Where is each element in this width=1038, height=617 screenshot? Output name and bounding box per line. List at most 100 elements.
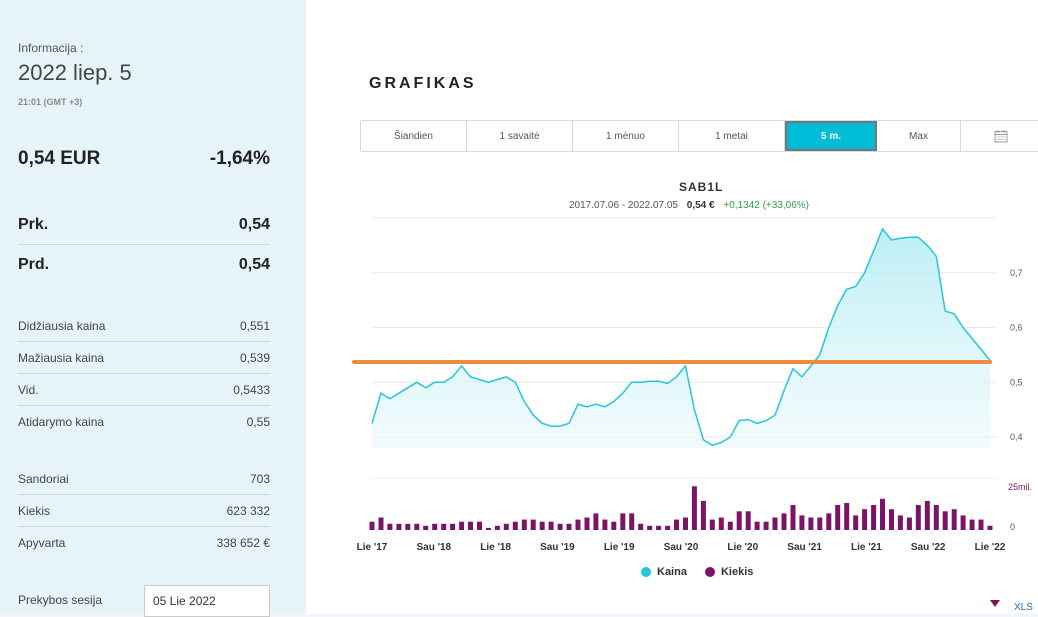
- volume-bar: [736, 511, 742, 530]
- y-tick-label: 0,5: [1010, 377, 1023, 387]
- volume-bar: [781, 513, 787, 530]
- x-tick-label: Lie '21: [851, 542, 882, 553]
- volume-bar: [557, 523, 563, 530]
- chart-summary: 2017.07.06 - 2022.07.05 0,54 € +0,1342 (…: [569, 200, 809, 211]
- volume-bar: [951, 509, 957, 530]
- volume-bar: [862, 509, 868, 530]
- tab-today[interactable]: Šiandien: [361, 121, 467, 151]
- info-time: 21:01 (GMT +3): [18, 97, 83, 107]
- volume-bar: [790, 505, 796, 530]
- quote-sidebar: Informacija : 2022 liep. 5 21:01 (GMT +3…: [0, 0, 306, 617]
- legend-label-price: Kaina: [657, 566, 687, 578]
- volume-bar: [512, 521, 518, 530]
- chart-panel: GRAFIKAS Šiandien 1 savaitė 1 mėnuo 1 me…: [306, 0, 1038, 614]
- volume-bar: [432, 523, 438, 530]
- chart-title: SAB1L: [679, 180, 724, 194]
- stat-value: 0,551: [239, 318, 270, 333]
- volume-bar: [683, 517, 688, 530]
- legend-item-volume[interactable]: Kiekis: [704, 566, 754, 578]
- volume-bar: [593, 513, 599, 530]
- tab-1-month[interactable]: 1 mėnuo: [573, 121, 679, 151]
- volume-bar: [763, 521, 769, 530]
- volume-bar: [530, 519, 536, 530]
- volume-bar: [503, 523, 509, 530]
- stat-row: Atidarymo kaina 0,55: [18, 406, 270, 438]
- legend-item-price[interactable]: Kaina: [641, 566, 687, 578]
- volume-bar: [674, 519, 679, 530]
- bid-value: 0,54: [238, 215, 270, 233]
- legend-dot-price: [641, 567, 651, 577]
- volume-bar: [799, 515, 805, 530]
- volume-bar: [396, 523, 402, 530]
- tab-5-years[interactable]: 5 m.: [785, 121, 877, 151]
- volume-bar: [468, 521, 473, 530]
- stat-row: Vid. 0,5433: [18, 374, 270, 406]
- stat-label: Atidarymo kaina: [18, 415, 105, 429]
- tab-max[interactable]: Max: [877, 121, 961, 151]
- volume-bar: [405, 523, 411, 530]
- volume-bar: [942, 511, 948, 530]
- volume-bar: [969, 519, 975, 530]
- bid-row: Prk. 0,54: [18, 205, 270, 245]
- volume-bar: [665, 525, 671, 530]
- legend-dot-volume: [704, 567, 715, 577]
- volume-bar: [602, 519, 608, 530]
- volume-bar: [638, 523, 644, 530]
- x-tick-label: Sau '20: [664, 542, 699, 553]
- chart-legend: Kaina Kiekis: [641, 566, 753, 578]
- volume-bar: [880, 498, 885, 530]
- legend-label-volume: Kiekis: [720, 566, 754, 578]
- volume-bar: [709, 519, 715, 530]
- volume-bar: [539, 521, 545, 530]
- volume-bar: [611, 521, 617, 530]
- price-volume-chart: 0,4 0,5 0,6 0,7 25mil. 0 Lie '17 Sau '18 Lie '18…: [352, 217, 1032, 553]
- stat-value: 0,55: [246, 415, 270, 429]
- volume-bar: [584, 517, 590, 530]
- volume-bar: [647, 525, 653, 530]
- volume-bar: [566, 523, 572, 530]
- volume-bar: [485, 527, 491, 530]
- stat-label: Kiekis: [18, 503, 51, 518]
- volume-bar: [656, 525, 662, 530]
- volume-bar: [575, 519, 581, 530]
- volume-bar: [844, 503, 850, 530]
- volume-bar: [933, 505, 939, 530]
- y-tick-label: 0,6: [1010, 323, 1023, 333]
- tab-1-year[interactable]: 1 metai: [679, 121, 785, 151]
- stat-value: 0,5433: [233, 382, 270, 397]
- chart-change: +0,1342 (+33,06%): [723, 200, 809, 211]
- chart-last-value: 0,54 €: [686, 200, 715, 211]
- volume-bar: [853, 515, 859, 530]
- volume-bar: [978, 519, 984, 530]
- tab-1-week[interactable]: 1 savaitė: [467, 121, 573, 151]
- volume-bar: [423, 525, 429, 530]
- session-date-input[interactable]: [144, 585, 270, 617]
- xls-export-link[interactable]: XLS: [1014, 602, 1033, 613]
- volume-bar: [620, 513, 626, 530]
- volume-bar: [441, 523, 447, 530]
- volume-max-label: 25mil.: [1008, 482, 1032, 492]
- stat-row: Didžiausia kaina 0,551: [18, 310, 270, 342]
- price-area: [372, 229, 990, 448]
- session-label: Prekybos sesija: [18, 593, 103, 607]
- volume-bar: [378, 517, 384, 530]
- info-label: Informacija :: [18, 41, 84, 55]
- volume-bar: [629, 513, 635, 530]
- stat-value: 703: [249, 471, 270, 486]
- calendar-button[interactable]: [961, 121, 1038, 151]
- price-line: [371, 227, 991, 447]
- stat-label: Didžiausia kaina: [18, 318, 106, 333]
- x-tick-label: Sau '18: [416, 542, 451, 553]
- volume-bar: [700, 500, 706, 530]
- x-tick-label: Sau '22: [911, 542, 946, 553]
- volume-bar: [871, 505, 877, 530]
- y-tick-label: 0,4: [1010, 432, 1023, 442]
- stat-label: Apyvarta: [18, 536, 66, 550]
- download-arrow-icon[interactable]: [990, 600, 1000, 607]
- stat-row: Kiekis 623 332: [18, 495, 270, 527]
- calendar-icon: [994, 130, 1008, 143]
- y-tick-label: 0,7: [1010, 268, 1023, 278]
- volume-bar: [548, 521, 554, 530]
- period-tabs: Šiandien 1 savaitė 1 mėnuo 1 metai 5 m. …: [360, 120, 1038, 152]
- volume-bar: [477, 521, 482, 530]
